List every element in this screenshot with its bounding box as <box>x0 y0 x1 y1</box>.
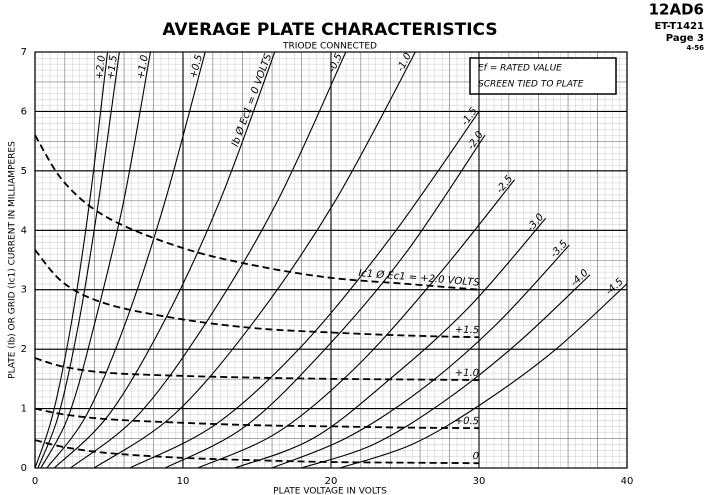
series-line <box>339 283 627 468</box>
curve-label: +1.5 <box>455 325 480 337</box>
series-line <box>46 52 206 468</box>
y-tick-label: 4 <box>21 225 27 236</box>
curve-label: 0 <box>473 451 479 462</box>
page-number: Page 3 <box>666 33 704 44</box>
y-tick-label: 1 <box>21 404 27 415</box>
y-tick-label: 3 <box>21 285 27 296</box>
curve-label: +2.0 <box>94 55 108 80</box>
series-line <box>37 52 120 468</box>
x-tick-label: 30 <box>473 476 486 487</box>
series-line <box>271 244 570 468</box>
series-line <box>164 134 486 468</box>
note-line: SCREEN TIED TO PLATE <box>478 80 584 90</box>
curve-label: +1.5 <box>106 55 120 81</box>
series-line <box>53 52 276 468</box>
series-line <box>93 52 416 468</box>
y-tick-label: 2 <box>21 344 27 355</box>
curve-label: +0.5 <box>455 416 479 427</box>
doc-date: 4-56 <box>686 44 704 52</box>
curve-label: +1.0 <box>136 54 151 80</box>
series-line <box>197 179 515 468</box>
y-tick-label: 0 <box>21 463 27 474</box>
x-axis-label: PLATE VOLTAGE IN VOLTS <box>273 487 387 495</box>
y-tick-label: 6 <box>21 106 27 117</box>
y-axis-label: PLATE (Ib) OR GRID (Ic1) CURRENT IN MILL… <box>8 141 18 379</box>
curve-label: +1.0 <box>455 368 479 379</box>
note-box <box>469 57 617 95</box>
tube-type: 12AD6 <box>649 1 704 19</box>
series-line <box>301 274 591 468</box>
chart-subtitle: TRIODE CONNECTED <box>282 42 377 52</box>
series-line <box>35 357 480 381</box>
series-line <box>129 111 480 468</box>
x-tick-label: 10 <box>177 476 190 487</box>
series-line <box>70 52 347 468</box>
series-line <box>40 52 151 468</box>
series-line <box>35 407 480 430</box>
x-tick-label: 40 <box>621 476 634 487</box>
x-tick-label: 0 <box>32 476 38 487</box>
series-line <box>35 52 109 468</box>
x-tick-label: 20 <box>325 476 338 487</box>
y-tick-label: 7 <box>21 47 27 58</box>
doc-code: ET-T1421 <box>654 21 704 32</box>
chart-title: AVERAGE PLATE CHARACTERISTICS <box>162 20 497 40</box>
series-line <box>35 439 480 465</box>
y-tick-label: 5 <box>21 166 27 177</box>
note-line: Ef = RATED VALUE <box>478 64 562 74</box>
series-line <box>35 249 480 339</box>
series-line <box>35 134 480 291</box>
